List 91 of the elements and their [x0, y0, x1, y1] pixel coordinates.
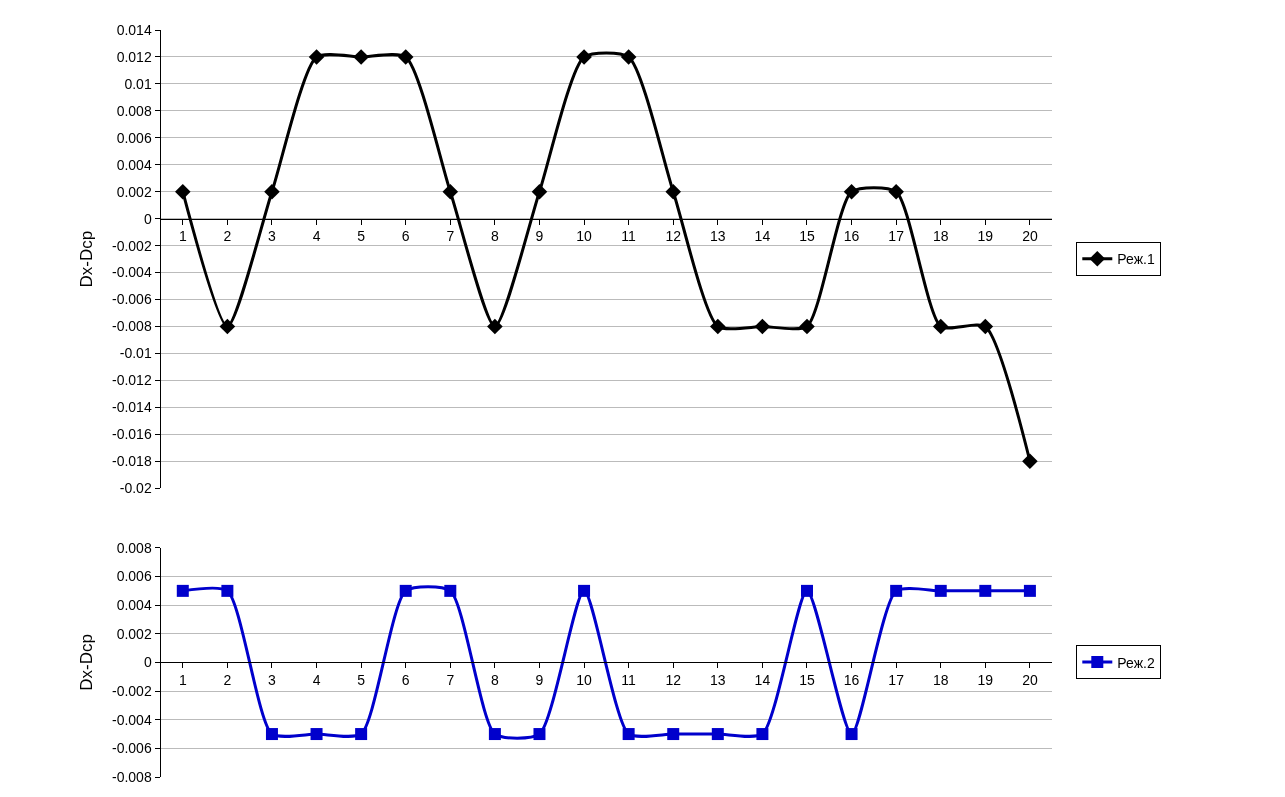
point: [219, 318, 236, 335]
y-tick-label: -0.018: [112, 453, 152, 470]
x-tick-label: 2: [223, 672, 232, 689]
x-tick-label: 6: [401, 672, 410, 689]
x-tick-label: 6: [401, 228, 410, 245]
x-tick-label: 12: [665, 228, 682, 245]
point: [843, 183, 860, 200]
point: [308, 49, 325, 65]
point: [531, 183, 548, 200]
y-tick-label: -0.004: [112, 264, 152, 281]
y-tick-label: -0.01: [119, 345, 152, 362]
y-tick-label: 0.008: [116, 102, 152, 119]
point: [754, 318, 771, 335]
x-tick-label: 17: [888, 228, 905, 245]
y-tick-label: 0.012: [116, 48, 152, 65]
point: [1022, 453, 1038, 470]
x-tick-label: 8: [490, 228, 499, 245]
point: [264, 183, 280, 200]
y-tick-label: 0: [143, 654, 152, 671]
y-tick-label: 0.006: [116, 129, 152, 146]
y-tick-label: -0.002: [112, 237, 152, 254]
point: [576, 49, 592, 65]
x-tick-label: 18: [932, 228, 949, 245]
x-tick-label: 19: [977, 672, 994, 689]
point: [397, 49, 414, 65]
x-tick-label: 1: [178, 228, 187, 245]
x-tick-label: 20: [1022, 672, 1038, 689]
x-tick-label: 4: [312, 672, 321, 689]
x-tick-label: 15: [799, 672, 815, 689]
point: [442, 183, 459, 200]
y-tick-label: -0.012: [112, 372, 152, 389]
x-tick-label: 18: [932, 672, 949, 689]
x-tick-label: 9: [535, 228, 544, 245]
y-tick-label: 0.004: [116, 156, 152, 173]
point: [174, 183, 191, 200]
x-tick-label: 16: [843, 228, 860, 245]
point: [799, 318, 815, 335]
x-tick-label: 14: [754, 228, 771, 245]
x-tick-label: 8: [490, 672, 499, 689]
y-tick-label: -0.006: [112, 740, 152, 757]
point: [888, 183, 904, 200]
x-tick-label: 10: [576, 672, 593, 689]
point: [487, 318, 503, 335]
y-tick-label: 0.008: [116, 539, 152, 556]
x-tick-label: 3: [268, 672, 277, 689]
x-tick-label: 14: [754, 672, 771, 689]
y-tick-label: 0.006: [116, 568, 152, 585]
legend-label: Реж.1: [1117, 251, 1155, 268]
x-tick-label: 11: [621, 228, 637, 245]
y-axis-title: Dx-Dcp: [76, 634, 96, 691]
x-tick-label: 10: [576, 228, 593, 245]
point: [620, 49, 637, 65]
y-tick-label: -0.006: [112, 291, 152, 308]
x-tick-label: 11: [621, 672, 637, 689]
y-tick-label: -0.002: [112, 682, 152, 699]
y-tick-label: -0.004: [112, 711, 152, 728]
x-tick-label: 13: [710, 228, 726, 245]
y-tick-label: -0.02: [119, 480, 152, 497]
x-tick-label: 20: [1022, 228, 1038, 245]
y-tick-label: 0.002: [116, 183, 152, 200]
x-tick-label: 7: [446, 228, 455, 245]
y-tick-label: -0.008: [112, 318, 152, 335]
y-tick-label: 0.01: [124, 75, 152, 92]
x-tick-label: 2: [223, 228, 232, 245]
x-tick-label: 7: [446, 672, 455, 689]
y-axis-title: Dx-Dcp: [76, 230, 96, 288]
x-tick-label: 3: [268, 228, 277, 245]
x-tick-label: 9: [535, 672, 544, 689]
y-tick-label: 0.014: [116, 21, 152, 38]
x-tick-label: 19: [977, 228, 994, 245]
x-tick-label: 15: [799, 228, 815, 245]
point: [353, 49, 369, 65]
x-tick-label: 12: [665, 672, 682, 689]
point: [665, 183, 682, 200]
point: [977, 318, 994, 335]
legend-label: Реж.2: [1117, 654, 1155, 671]
point: [710, 318, 726, 335]
y-tick-label: 0: [143, 210, 152, 227]
x-tick-label: 16: [843, 672, 860, 689]
x-tick-label: 13: [710, 672, 726, 689]
y-tick-label: 0.004: [116, 597, 152, 614]
x-tick-label: 4: [312, 228, 321, 245]
x-tick-label: 5: [357, 672, 366, 689]
point: [932, 318, 949, 335]
y-tick-label: 0.002: [116, 625, 152, 642]
y-tick-label: -0.014: [112, 399, 152, 416]
y-tick-label: -0.008: [112, 768, 152, 785]
x-tick-label: 17: [888, 672, 905, 689]
x-tick-label: 1: [178, 672, 187, 689]
x-tick-label: 5: [357, 228, 366, 245]
y-tick-label: -0.016: [112, 426, 152, 443]
